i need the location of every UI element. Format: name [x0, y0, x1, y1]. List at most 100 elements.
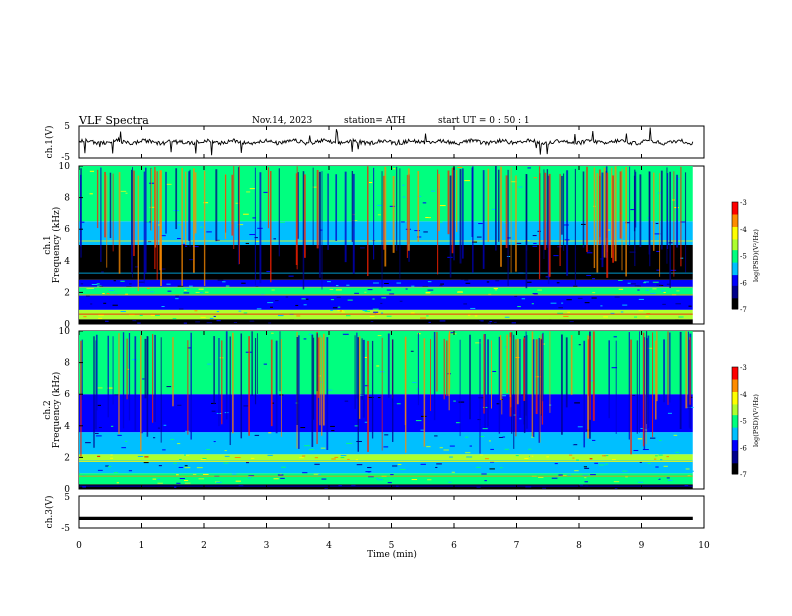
spectrogram-texture: [551, 477, 558, 479]
spectrogram-texture: [316, 484, 321, 486]
spectrogram-ytick-label: 10: [59, 162, 71, 172]
spectrogram-texture: [134, 312, 140, 314]
colorbar-frame: [731, 201, 739, 310]
spectrogram-texture: [450, 332, 454, 334]
spectrogram-texture: [174, 486, 177, 488]
spectrogram-texture: [478, 459, 484, 461]
spectrogram-texture: [441, 433, 447, 435]
spectrogram-texture: [645, 289, 649, 291]
spectrogram-texture: [135, 259, 139, 261]
spectrogram-texture: [656, 486, 659, 488]
ch3-waveform-frame: [78, 495, 705, 529]
spectrogram-texture: [415, 420, 422, 422]
spectrogram-texture: [308, 333, 313, 335]
spectrogram-texture: [529, 398, 533, 400]
spectrogram-texture: [101, 271, 104, 273]
spectrogram-texture: [274, 285, 280, 287]
spectrogram-texture: [170, 438, 174, 440]
spectrogram-texture: [194, 310, 198, 312]
spectrogram-texture: [146, 287, 150, 289]
spectrogram-texture: [178, 466, 184, 468]
spectrogram-texture: [572, 444, 578, 446]
spectrogram-texture: [584, 467, 590, 469]
spectrogram-texture: [364, 256, 368, 258]
colorbar-segment: [732, 225, 738, 228]
spectrogram-texture: [129, 283, 132, 285]
spectrogram-texture: [313, 473, 320, 475]
spectrogram-texture: [632, 395, 636, 397]
figure-title: VLF Spectra: [78, 114, 149, 127]
colorbar-segment: [732, 264, 738, 267]
spectrogram-texture: [430, 455, 433, 457]
colorbar-segment: [732, 440, 738, 443]
spectrogram-texture: [110, 425, 114, 427]
date-label: Nov.14, 2023: [252, 116, 313, 126]
spectrogram-texture: [289, 468, 294, 470]
spectrogram-texture: [567, 268, 573, 270]
colorbar-segment: [732, 374, 738, 377]
spectrogram-texture: [448, 481, 452, 483]
spectrogram-texture: [591, 297, 597, 299]
spectrogram-texture: [439, 285, 443, 287]
spectrogram-texture: [347, 458, 350, 460]
spectrogram-texture: [345, 322, 351, 324]
spectrogram-texture: [354, 425, 359, 427]
colorbar-segment: [732, 404, 738, 407]
spectrogram-texture: [367, 471, 371, 473]
spectrogram-texture: [457, 290, 463, 292]
spectrogram-texture: [185, 287, 190, 289]
spectrogram-texture: [113, 280, 116, 282]
colorbar-segment: [732, 400, 738, 404]
spectrogram-texture: [457, 291, 463, 293]
spectrogram-texture: [574, 470, 579, 472]
spectrogram-texture: [387, 482, 392, 484]
spectrogram-texture: [405, 288, 408, 290]
spectrogram-texture: [495, 319, 500, 321]
spectrogram-texture: [190, 348, 196, 350]
spectrogram-texture: [370, 321, 374, 323]
spectrogram-texture: [337, 306, 341, 308]
spectrogram-texture: [231, 473, 237, 475]
spectrogram-texture: [561, 333, 564, 335]
spectrogram-texture: [618, 288, 624, 290]
spectrogram-texture: [492, 455, 497, 457]
colorbar-segment: [732, 420, 738, 423]
spectrogram-texture: [481, 473, 487, 475]
spectrogram-ytick-label: 6: [64, 390, 70, 400]
colorbar-segment: [732, 391, 738, 395]
spectrogram-texture: [412, 381, 417, 383]
spectrogram-texture: [251, 322, 258, 324]
spectrogram-texture: [584, 477, 587, 479]
spectrogram-texture: [85, 295, 90, 297]
spectrogram-texture: [516, 242, 522, 244]
spectrogram-texture: [200, 226, 203, 228]
spectrogram-band: [79, 287, 693, 296]
colorbar-segment: [732, 234, 738, 237]
spectrogram-texture: [453, 321, 456, 323]
spectrogram-texture: [384, 282, 389, 284]
time-tick-label: 3: [264, 541, 270, 551]
spectrogram-band: [79, 331, 693, 395]
spectrogram-texture: [120, 190, 127, 192]
spectrogram-texture: [368, 476, 374, 478]
colorbar-segment: [732, 241, 738, 244]
spectrogram-texture: [588, 380, 594, 382]
spectrogram-texture: [139, 314, 143, 316]
spectrogram-texture: [427, 289, 434, 291]
spectrogram-texture: [467, 314, 471, 316]
spectrogram-texture: [243, 312, 248, 314]
colorbar-segment: [732, 212, 738, 215]
colorbar-tick-label: -5: [740, 418, 747, 426]
spectrogram-texture: [116, 292, 122, 294]
spectrogram-texture: [416, 236, 422, 238]
spectrogram-texture: [353, 321, 358, 323]
spectrogram-band: [79, 319, 693, 324]
colorbar-frame: [731, 366, 739, 475]
spectrogram-texture: [414, 230, 420, 232]
spectrogram-texture: [425, 306, 431, 308]
colorbar-segment: [732, 292, 738, 296]
spectrogram-texture: [410, 312, 415, 314]
spectrogram-texture: [588, 259, 592, 261]
spectrogram-texture: [255, 286, 259, 288]
colorbar-segment: [732, 259, 738, 262]
